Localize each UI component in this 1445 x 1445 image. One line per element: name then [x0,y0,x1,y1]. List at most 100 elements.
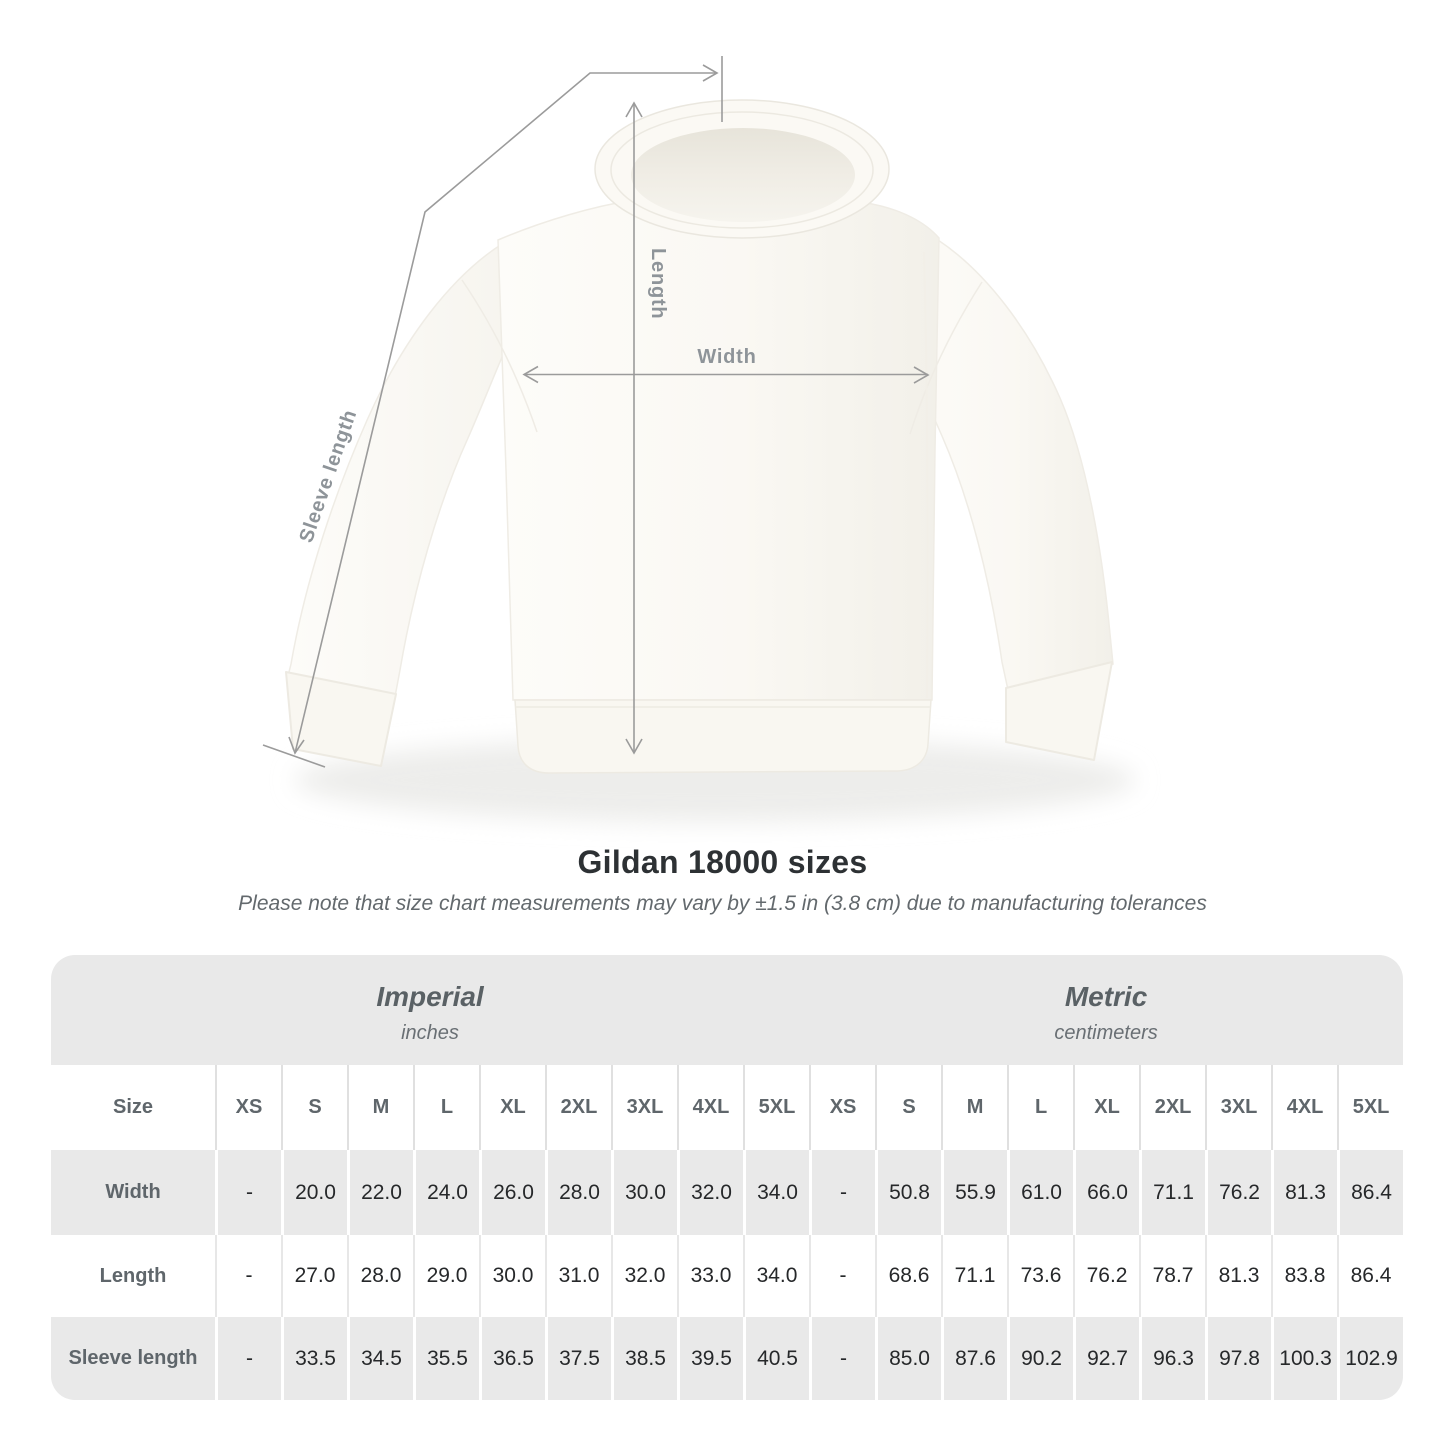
width-value-cell: 20.0 [281,1150,347,1235]
sleeve-value-cell: 92.7 [1073,1317,1140,1400]
width-value-cell: 76.2 [1205,1150,1272,1235]
body-crease [923,251,929,699]
sleeve-value-cell: 85.0 [875,1317,942,1400]
right-shoulder-seam [909,281,983,435]
length-value-cell: 76.2 [1073,1235,1140,1317]
length-arrowhead-bottom [625,738,643,755]
size-chart-table-container: Imperial inches Metric centimeters Size … [51,955,1404,1400]
imperial-group-unit: inches [401,1022,459,1044]
width-value-cell: 32.0 [677,1150,743,1235]
width-value-cell: 50.8 [875,1150,942,1235]
row-label-width: Width [51,1150,215,1235]
sleeve-value-cell: 100.3 [1271,1317,1338,1400]
width-value-cell: - [215,1150,281,1235]
length-arrowhead-top [625,101,643,118]
collar-opening [631,128,855,222]
unit-group-header-row: Imperial inches Metric centimeters [51,955,1404,1065]
width-value-cell: 28.0 [545,1150,611,1235]
sleeve-value-cell: 87.6 [941,1317,1008,1400]
sleeve-value-cell: 33.5 [281,1317,347,1400]
length-value-cell: 27.0 [281,1235,347,1317]
width-measure-label: Width [697,346,756,368]
cuff-reference-tick [262,744,326,768]
sleeve-arrow-line [294,72,717,754]
width-value-cell: 24.0 [413,1150,479,1235]
page-title: Gildan 18000 sizes [577,844,868,880]
sleeve-value-cell: 38.5 [611,1317,677,1400]
size-column-header: S [875,1065,942,1150]
size-header-row: Size XS S M L XL 2XL 3XL 4XL 5XL XS S M … [51,1065,1404,1150]
imperial-group-name: Imperial [376,981,484,1012]
length-row: Length - 27.0 28.0 29.0 30.0 31.0 32.0 3… [51,1235,1404,1317]
length-value-cell: 34.0 [743,1235,810,1317]
size-column-header: 3XL [1205,1065,1272,1150]
length-measure-label: Length [647,248,669,319]
garment-shadow [295,738,1135,822]
metric-group-header: Metric centimeters [809,955,1404,1065]
size-corner-header: Size [51,1065,215,1150]
sleeve-value-cell: 36.5 [479,1317,545,1400]
size-column-header: XL [1073,1065,1140,1150]
width-value-cell: 61.0 [1007,1150,1074,1235]
metric-group-unit: centimeters [1054,1022,1158,1044]
left-shoulder-seam [461,279,538,433]
width-value-cell: 81.3 [1271,1150,1338,1235]
sleeve-value-cell: 39.5 [677,1317,743,1400]
body-shape [497,192,940,701]
sleeve-value-cell: - [215,1317,281,1400]
metric-group-name: Metric [1064,981,1148,1012]
sleeve-value-cell: 37.5 [545,1317,611,1400]
size-column-header: L [1007,1065,1074,1150]
width-value-cell: - [809,1150,876,1235]
width-value-cell: 71.1 [1139,1150,1206,1235]
width-value-cell: 30.0 [611,1150,677,1235]
sleeve-value-cell: 40.5 [743,1317,810,1400]
length-value-cell: 30.0 [479,1235,545,1317]
size-column-header: XL [479,1065,545,1150]
length-value-cell: 33.0 [677,1235,743,1317]
length-value-cell: - [809,1235,876,1317]
width-row: Width - 20.0 22.0 24.0 26.0 28.0 30.0 32… [51,1150,1404,1235]
sleeve-value-cell: 102.9 [1337,1317,1404,1400]
row-label-sleeve-length: Sleeve length [51,1317,215,1400]
width-value-cell: 34.0 [743,1150,810,1235]
size-column-header: XS [809,1065,876,1150]
width-value-cell: 86.4 [1337,1150,1404,1235]
width-arrowhead-right [913,366,930,384]
length-value-cell: 28.0 [347,1235,413,1317]
left-cuff-shape [285,671,397,767]
width-value-cell: 26.0 [479,1150,545,1235]
sleeve-arrowhead-cuff [288,736,305,755]
right-cuff-shape [1005,661,1113,761]
size-column-header: XS [215,1065,281,1150]
size-column-header: 2XL [1139,1065,1206,1150]
row-label-length: Length [51,1235,215,1317]
collar-seam [610,111,874,229]
length-value-cell: 78.7 [1139,1235,1206,1317]
length-value-cell: 71.1 [941,1235,1008,1317]
sleeve-value-cell: 90.2 [1007,1317,1074,1400]
size-chart-table: Imperial inches Metric centimeters Size … [51,955,1404,1400]
width-arrowhead-left [522,365,539,384]
sleeve-value-cell: 97.8 [1205,1317,1272,1400]
tolerance-note: Please note that size chart measurements… [238,892,1207,915]
length-value-cell: 83.8 [1271,1235,1338,1317]
width-value-cell: 22.0 [347,1150,413,1235]
size-column-header: 2XL [545,1065,611,1150]
size-column-header: 4XL [677,1065,743,1150]
length-value-cell: 31.0 [545,1235,611,1317]
waistband-shape [514,699,932,774]
size-column-header: 5XL [743,1065,810,1150]
size-column-header: M [941,1065,1008,1150]
left-sleeve-shape [286,242,525,703]
sleeve-value-cell: 35.5 [413,1317,479,1400]
length-value-cell: 29.0 [413,1235,479,1317]
sleeve-arrowhead-neck [702,64,719,82]
length-value-cell: 86.4 [1337,1235,1404,1317]
size-column-header: 4XL [1271,1065,1338,1150]
length-value-cell: - [215,1235,281,1317]
length-value-cell: 68.6 [875,1235,942,1317]
imperial-group-header: Imperial inches [51,955,810,1065]
size-column-header: 5XL [1337,1065,1404,1150]
